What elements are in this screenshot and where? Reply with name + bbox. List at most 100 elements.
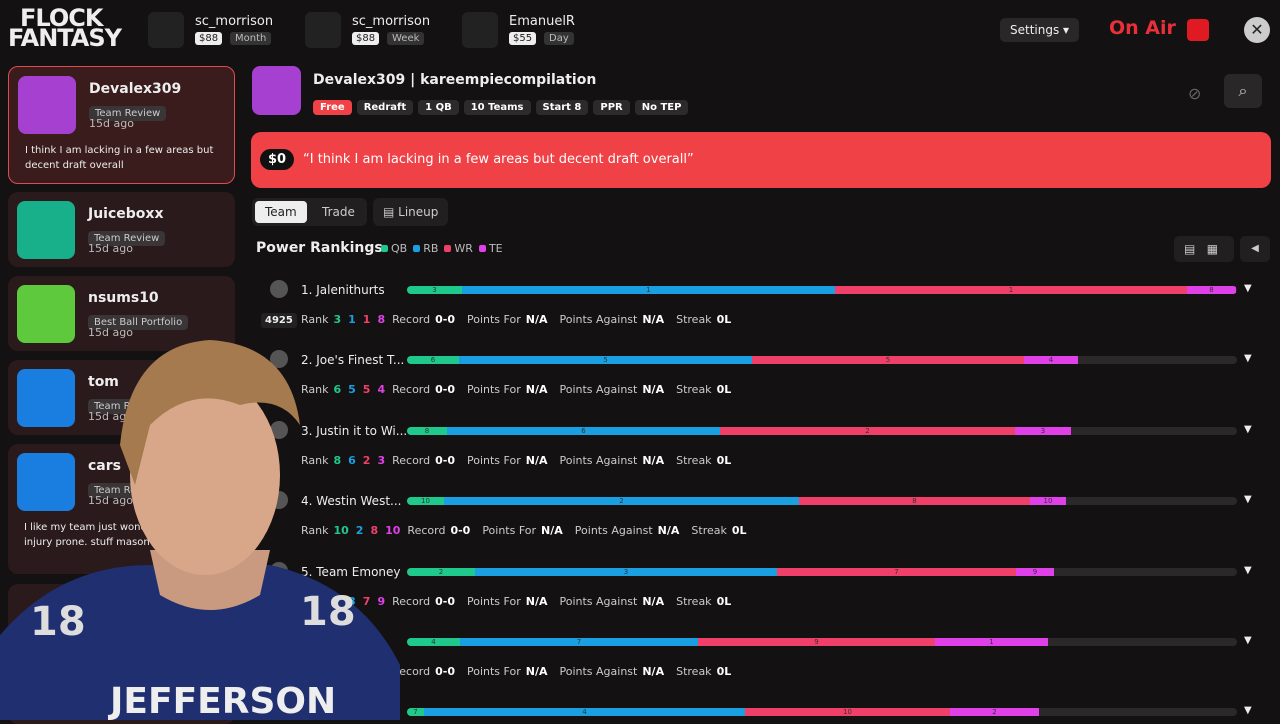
stat-label: Points Against xyxy=(574,524,653,538)
review-card[interactable]: nsums10 Best Ball Portfolio 15d ago xyxy=(8,276,235,351)
bar-segment: 4 xyxy=(424,708,745,717)
user-name: EmanuelR xyxy=(509,14,575,29)
stat-label: Points For xyxy=(467,383,521,397)
card-avatar xyxy=(17,369,75,427)
team-name[interactable]: 4. Westin West... xyxy=(301,494,402,509)
legend: QB RB WR TE xyxy=(381,242,509,255)
stat-label: Record xyxy=(392,383,431,397)
expand-caret[interactable]: ▼ xyxy=(1244,564,1252,576)
user-chip[interactable]: sc_morrison $88 Month xyxy=(148,12,308,48)
expand-caret[interactable]: ▼ xyxy=(1244,494,1252,506)
legend-item: WR xyxy=(444,242,473,255)
card-message: I like my team just wonde guys are too i… xyxy=(24,522,219,548)
rank-value: 8 xyxy=(370,524,379,538)
record-value: 0-0 xyxy=(435,594,455,608)
review-card[interactable]: Devalex309 Team Review 15d ago I think I am… xyxy=(8,66,235,184)
on-air-toggle[interactable] xyxy=(1187,19,1209,41)
expand-caret[interactable]: ▼ xyxy=(1244,705,1252,717)
user-name: sc_morrison xyxy=(352,14,431,29)
bar-segment: 3 xyxy=(475,567,777,576)
stat-label: Streak xyxy=(676,383,712,397)
tag: Redraft xyxy=(356,100,414,115)
user-amount: $88 xyxy=(195,32,223,45)
points-for-value: N/A xyxy=(525,383,548,397)
user-chip[interactable]: sc_morrison $88 Week xyxy=(305,12,465,48)
view-toggle[interactable]: ▤ ▦ xyxy=(1174,236,1234,262)
logo[interactable]: FLOCK FANTASY xyxy=(8,4,122,52)
rank-value: 6 xyxy=(333,383,342,397)
tag: 10 Teams xyxy=(463,100,531,115)
card-avatar xyxy=(17,453,75,511)
tag: No TEP xyxy=(634,100,689,115)
rank-value: 9 xyxy=(377,594,386,608)
stat-label: Streak xyxy=(676,665,712,678)
rank-value: 10 xyxy=(385,524,401,538)
rank-value: 10 xyxy=(333,524,349,538)
tag: PPR xyxy=(593,100,630,115)
card-time: 15d ago xyxy=(88,326,133,339)
card-tag: Best Ball Portfolio xyxy=(88,315,189,330)
bar-segment: 2 xyxy=(444,497,799,506)
legend-item: QB xyxy=(381,242,407,255)
bar-segment: 7 xyxy=(460,638,698,646)
bar-segment: 1 xyxy=(935,638,1048,646)
expand-caret[interactable]: ▼ xyxy=(1244,635,1252,646)
stat-label: Points Against xyxy=(559,383,638,397)
stat-label: Points For xyxy=(467,665,521,678)
user-chip[interactable]: EmanuelR $55 Day xyxy=(462,12,622,48)
user-avatar xyxy=(462,12,498,48)
team-name[interactable]: 5. Team Emoney xyxy=(301,564,401,579)
tab-group: Team Trade xyxy=(252,198,367,226)
legend-label: WR xyxy=(454,242,473,255)
tab[interactable]: Trade xyxy=(322,205,355,219)
team-name[interactable]: 2. Joe's Finest T... xyxy=(301,353,405,368)
rank-value: 3 xyxy=(333,313,342,326)
points-for-value: N/A xyxy=(525,453,548,467)
bar-segment: 9 xyxy=(698,638,935,646)
row-avatar xyxy=(270,420,288,439)
rank-line: Rank 8 6 2 3 Record 0-0 Points For N/A Points Aga… xyxy=(301,454,743,467)
rank-value: 3 xyxy=(377,453,386,467)
collapse-button[interactable]: ◀ xyxy=(1240,236,1270,262)
tab[interactable]: ▤ Lineup xyxy=(373,198,449,226)
section-title: Power Rankings xyxy=(256,240,383,256)
settings-button[interactable]: Settings ▾ xyxy=(1000,18,1080,42)
close-button[interactable]: ✕ xyxy=(1244,17,1270,43)
stat-label: Rank xyxy=(301,313,329,326)
avatar xyxy=(252,66,301,115)
bar-segment: 3 xyxy=(1015,426,1071,435)
stat-label: Rank xyxy=(301,383,329,397)
streak-value: 0L xyxy=(716,594,732,608)
tab[interactable]: Team xyxy=(255,201,307,223)
stat-label: Streak xyxy=(676,313,712,326)
rank-line: Rank 10 2 8 10 Record 0-0 Points For N/A Points A… xyxy=(301,524,759,537)
points-against-value: N/A xyxy=(642,453,665,467)
team-name[interactable]: 1. Jalenithurts xyxy=(301,283,385,297)
banner-quote: “I think I am lacking in a few areas but… xyxy=(303,152,694,167)
card-name: Devalex309 xyxy=(89,81,182,97)
expand-caret[interactable]: ▼ xyxy=(1244,283,1252,294)
expand-caret[interactable]: ▼ xyxy=(1244,423,1252,435)
points-for-value: N/A xyxy=(525,313,548,326)
bar-segment: 6 xyxy=(447,426,720,435)
points-for-value: N/A xyxy=(525,594,548,608)
stack-bar: 7 4 10 2 xyxy=(407,708,1237,717)
review-card[interactable]: Juiceboxx Team Review 15d ago xyxy=(8,192,235,267)
webcam: 18 18 JEFFERSON xyxy=(0,340,400,720)
logo-line: FANTASY xyxy=(8,24,122,52)
expand-caret[interactable]: ▼ xyxy=(1244,353,1252,365)
points-against-value: N/A xyxy=(657,524,680,538)
rank-value: 2 xyxy=(362,453,371,467)
bar-segment: 6 xyxy=(407,356,459,365)
record-value: 0-0 xyxy=(435,383,455,397)
logo-line: FLOCK xyxy=(20,4,103,32)
team-name[interactable]: 3. Justin it to Wi... xyxy=(301,423,408,438)
search-button[interactable]: ⌕ xyxy=(1224,74,1262,108)
hide-icon[interactable]: ⊘ xyxy=(1188,84,1202,103)
bar-segment: 2 xyxy=(407,567,475,576)
rank-value: 8 xyxy=(333,453,342,467)
points-against-value: N/A xyxy=(642,665,665,678)
